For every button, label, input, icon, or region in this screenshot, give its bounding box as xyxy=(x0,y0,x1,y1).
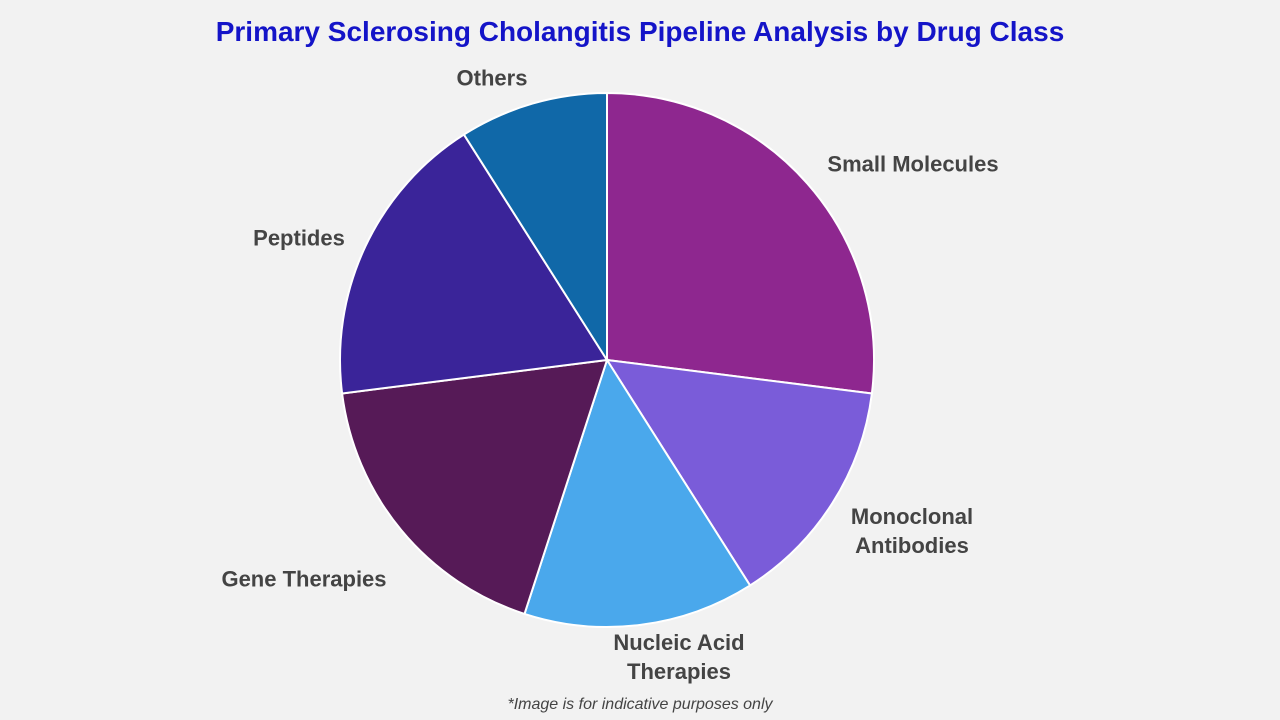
pie-slice xyxy=(605,358,874,587)
pie-slice xyxy=(340,358,609,616)
footnote: *Image is for indicative purposes only xyxy=(507,696,773,713)
pie-slice xyxy=(339,133,609,395)
slice-label: Nucleic Acid Therapies xyxy=(613,630,745,684)
slice-label: Monoclonal Antibodies xyxy=(850,504,974,558)
slice-label: Peptides xyxy=(253,225,345,251)
slice-label: Gene Therapies xyxy=(221,566,387,592)
pie-slice xyxy=(523,357,752,628)
slice-label: Others xyxy=(456,65,528,91)
slice-label: Small Molecules xyxy=(827,151,999,177)
pie-slice xyxy=(606,91,875,395)
chart-title: Primary Sclerosing Cholangitis Pipeline … xyxy=(215,16,1065,47)
pie-slice xyxy=(462,91,608,364)
